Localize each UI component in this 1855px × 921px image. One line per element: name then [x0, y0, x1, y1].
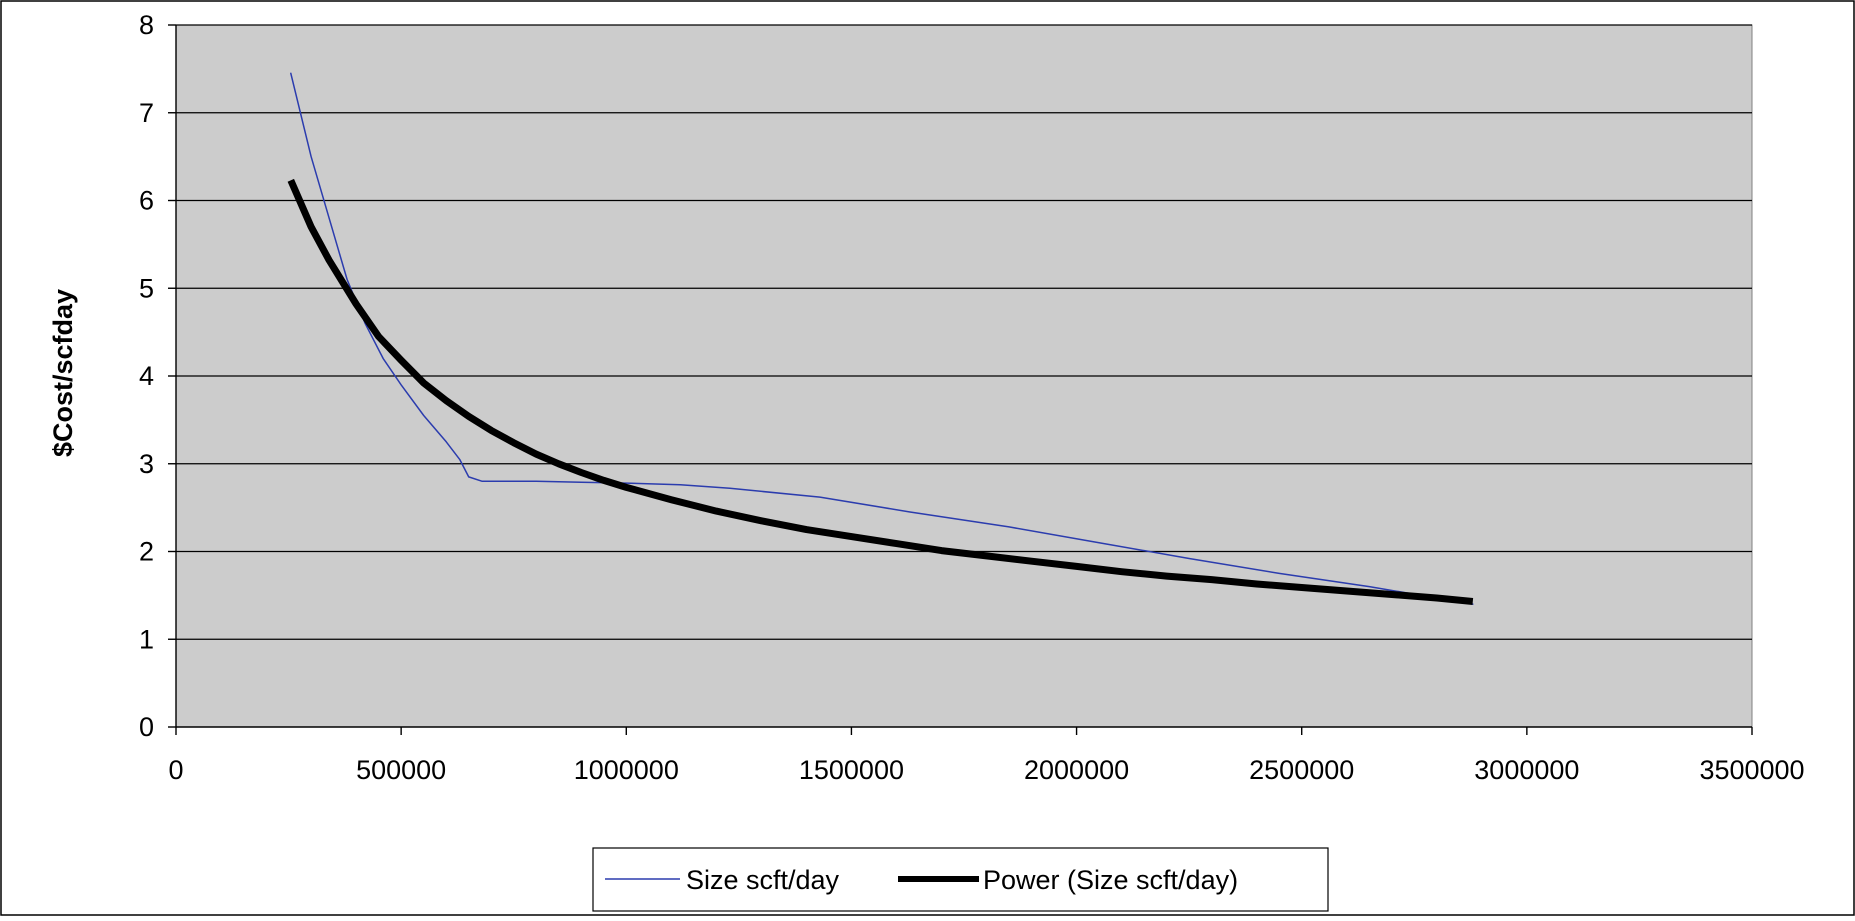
- y-axis-title: $Cost/scfday: [48, 289, 78, 457]
- y-tick-label-7: 7: [139, 98, 154, 128]
- y-tick-label-5: 5: [139, 273, 154, 303]
- x-tick-label-1: 500000: [356, 755, 446, 785]
- x-tick-label-3: 1500000: [799, 755, 904, 785]
- legend-label-size: Size scft/day: [686, 865, 840, 895]
- y-tick-label-6: 6: [139, 186, 154, 216]
- legend: Size scft/day Power (Size scft/day): [592, 847, 1329, 912]
- y-tick-label-4: 4: [139, 361, 154, 391]
- plot-area: 0 1 2 3 4 5 6 7 8 0 500000 1000000 1500000 2000000 250…: [139, 10, 1805, 785]
- y-tick-label-8: 8: [139, 10, 154, 40]
- x-tick-label-6: 3000000: [1474, 755, 1579, 785]
- x-tick-label-0: 0: [168, 755, 183, 785]
- series-line-power-trend: [287, 178, 1474, 605]
- x-tick-label-5: 2500000: [1249, 755, 1354, 785]
- x-tick-label-2: 1000000: [574, 755, 679, 785]
- y-tick-label-0: 0: [139, 712, 154, 742]
- x-tick-label-7: 3500000: [1699, 755, 1804, 785]
- x-tick-label-4: 2000000: [1024, 755, 1129, 785]
- legend-label-power: Power (Size scft/day): [983, 865, 1238, 895]
- y-tick-label-2: 2: [139, 537, 154, 567]
- y-tick-label-1: 1: [139, 624, 154, 654]
- y-tick-label-3: 3: [139, 449, 154, 479]
- series-line-size: [290, 72, 1474, 605]
